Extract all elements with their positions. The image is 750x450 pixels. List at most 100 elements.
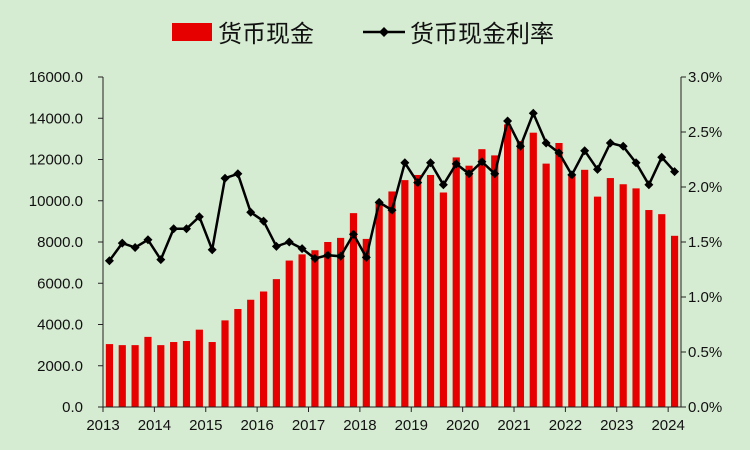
bar: [272, 279, 280, 408]
rate-point: [387, 205, 397, 215]
rate-point: [233, 169, 243, 179]
bar-series: [105, 124, 679, 408]
bar: [401, 180, 409, 408]
rate-point: [541, 138, 551, 148]
y-left-tick-label: 6000.0: [37, 275, 83, 292]
bar: [632, 188, 640, 408]
rate-point: [117, 238, 127, 248]
legend: 货币现金 货币现金利率: [172, 20, 554, 48]
bar: [362, 238, 370, 407]
axes: 0.0 2000.0 4000.0 6000.0 8000.0 10000.0 12000.…: [29, 69, 722, 434]
y-right-tick-label: 1.5%: [688, 234, 722, 251]
x-tick-label: 2016: [240, 417, 273, 434]
x-tick-label: 2017: [292, 417, 325, 434]
y-left-tick-label: 10000.0: [29, 193, 83, 210]
rate-point: [605, 138, 615, 148]
x-tick-label: 2024: [651, 417, 684, 434]
y-right-tick-label: 2.0%: [688, 179, 722, 196]
bar: [311, 250, 319, 407]
x-tick-label: 2019: [395, 417, 428, 434]
rate-point: [143, 235, 153, 245]
bar: [388, 191, 396, 407]
bar: [504, 124, 512, 407]
rate-point: [554, 148, 564, 158]
rate-point: [246, 207, 256, 217]
y-right-tick-label: 0.5%: [688, 344, 722, 361]
x-tick-label: 2020: [446, 417, 479, 434]
rate-point: [271, 241, 281, 251]
bar: [426, 174, 435, 407]
x-tick-label: 2023: [600, 417, 633, 434]
bar: [542, 163, 550, 407]
x-tick-label: 2015: [189, 417, 222, 434]
bar: [144, 336, 152, 408]
bar: [670, 235, 679, 407]
bar: [324, 242, 332, 407]
rate-point: [220, 173, 230, 183]
bar: [645, 210, 653, 407]
rate-point: [104, 256, 114, 266]
bar: [478, 149, 486, 407]
bar: [208, 342, 216, 407]
bar: [593, 196, 602, 407]
x-tick-label: 2022: [549, 417, 582, 434]
bar: [414, 174, 422, 407]
rate-point: [426, 158, 436, 168]
bar: [221, 320, 229, 408]
bar: [118, 345, 126, 408]
rate-point: [323, 250, 333, 260]
y-left-tick-label: 14000.0: [29, 110, 83, 127]
bar: [182, 341, 191, 407]
rate-point: [567, 170, 577, 180]
y-right-tick-label: 0.0%: [688, 399, 722, 416]
y-left-tick-label: 12000.0: [29, 152, 83, 169]
rate-point: [657, 152, 667, 162]
rate-point: [528, 108, 538, 118]
rate-point: [451, 159, 461, 169]
bar: [516, 140, 525, 407]
y-left-tick-label: 0.0: [62, 399, 83, 416]
legend-line-label: 货币现金利率: [410, 20, 554, 48]
y-right-tick-label: 2.5%: [688, 124, 722, 141]
bar: [491, 155, 499, 407]
bar: [234, 309, 242, 407]
rate-point: [194, 212, 204, 222]
bar: [285, 260, 293, 407]
bar: [465, 165, 473, 407]
rate-point: [130, 243, 140, 252]
rate-point: [670, 167, 680, 177]
y-left-tick-label: 8000.0: [37, 234, 83, 251]
bar: [439, 192, 447, 407]
rate-point: [156, 255, 166, 265]
bar: [658, 214, 666, 407]
bar: [105, 344, 114, 407]
x-tick-label: 2021: [497, 417, 530, 434]
y-left-tick-label: 2000.0: [37, 358, 83, 375]
legend-line-marker: [379, 27, 389, 37]
rate-point: [297, 244, 307, 254]
bar: [157, 345, 165, 408]
bar: [606, 178, 614, 407]
line-series: [104, 108, 680, 266]
rate-point: [618, 141, 628, 151]
rate-point: [515, 141, 525, 151]
bar: [619, 184, 627, 407]
rate-point: [310, 254, 320, 263]
bar: [337, 237, 345, 407]
bar: [529, 132, 537, 407]
rate-point: [361, 252, 371, 262]
rate-point: [477, 157, 487, 167]
bar: [555, 143, 563, 407]
legend-bar-swatch: [172, 23, 212, 41]
rate-point: [503, 116, 513, 126]
rate-point: [490, 169, 500, 179]
rate-point: [400, 158, 410, 168]
bar: [170, 342, 178, 407]
rate-point: [348, 229, 358, 239]
bar: [131, 345, 139, 408]
bar: [452, 157, 460, 407]
x-tick-label: 2014: [138, 417, 171, 434]
rate-point: [413, 178, 423, 188]
bar: [375, 201, 383, 407]
